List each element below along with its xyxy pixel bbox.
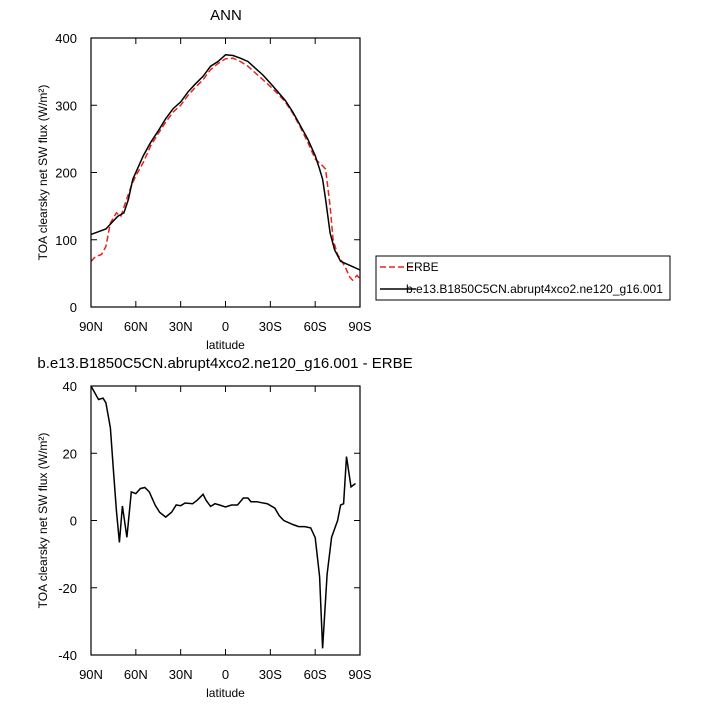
y-axis-label: TOA clearsky net SW flux (W/m²) xyxy=(36,433,50,609)
y-tick-label: 0 xyxy=(70,300,77,315)
legend-label: b.e13.B1850C5CN.abrupt4xco2.ne120_g16.00… xyxy=(406,282,663,296)
x-tick-label: 30N xyxy=(169,319,193,334)
y-tick-label: 400 xyxy=(55,31,77,46)
legend-box xyxy=(375,255,671,301)
x-tick-label: 90S xyxy=(348,319,371,334)
x-tick-label: 60S xyxy=(304,319,327,334)
plot-frame xyxy=(90,385,361,656)
y-tick-label: 100 xyxy=(55,233,77,248)
y-axis-label: TOA clearsky net SW flux (W/m²) xyxy=(36,85,50,261)
y-tick-label: 20 xyxy=(63,446,77,461)
x-tick-label: 90S xyxy=(348,667,371,682)
x-tick-label: 60N xyxy=(124,667,148,682)
chart-title: ANN xyxy=(210,7,242,24)
x-tick-label: 30S xyxy=(259,667,282,682)
x-tick-label: 30S xyxy=(259,319,282,334)
data-line xyxy=(90,57,361,282)
x-tick-label: 60N xyxy=(124,319,148,334)
data-line xyxy=(90,54,361,271)
data-line xyxy=(90,385,356,649)
x-tick-label: 60S xyxy=(304,667,327,682)
y-tick-label: 40 xyxy=(63,379,77,394)
x-tick-label: 90N xyxy=(79,667,103,682)
x-tick-label: 30N xyxy=(169,667,193,682)
x-axis-label: latitude xyxy=(206,686,245,700)
plot-frame xyxy=(90,37,361,308)
y-tick-label: -40 xyxy=(58,648,77,663)
y-tick-label: -20 xyxy=(58,581,77,596)
x-tick-label: 90N xyxy=(79,319,103,334)
legend-label: ERBE xyxy=(406,260,439,274)
x-tick-label: 0 xyxy=(222,667,229,682)
y-tick-label: 300 xyxy=(55,98,77,113)
x-tick-label: 0 xyxy=(222,319,229,334)
y-tick-label: 0 xyxy=(70,514,77,529)
chart-title: b.e13.B1850C5CN.abrupt4xco2.ne120_g16.00… xyxy=(37,355,412,372)
x-axis-label: latitude xyxy=(206,338,245,352)
y-tick-label: 200 xyxy=(55,166,77,181)
